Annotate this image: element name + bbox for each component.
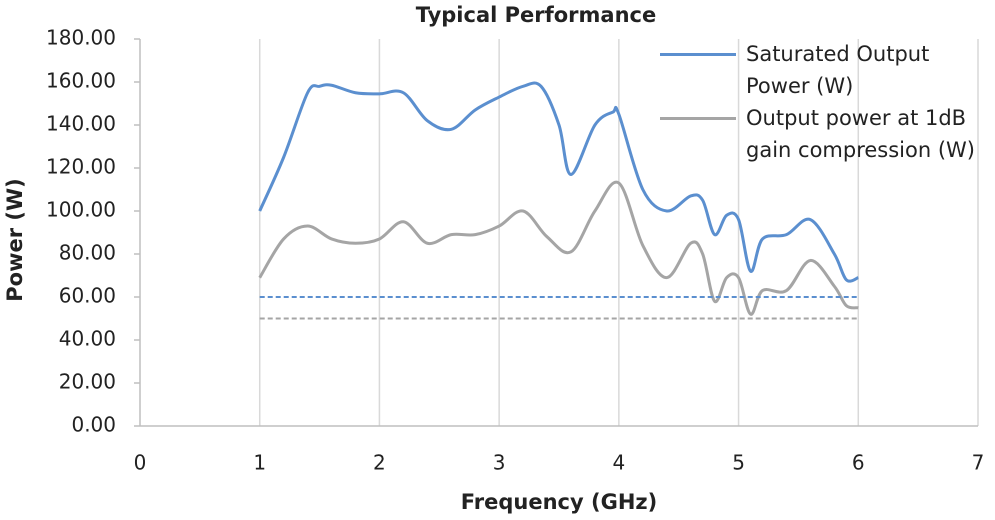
y-tick-label: 60.00 <box>59 284 116 308</box>
y-tick-label: 180.00 <box>46 26 116 50</box>
chart-title: Typical Performance <box>416 3 657 27</box>
y-tick-label: 0.00 <box>71 413 116 437</box>
y-axis-label: Power (W) <box>3 178 27 302</box>
x-tick-label: 0 <box>134 451 147 475</box>
x-tick-label: 7 <box>972 451 985 475</box>
x-axis-label: Frequency (GHz) <box>461 490 657 514</box>
y-tick-label: 20.00 <box>59 370 116 394</box>
x-tick-label: 5 <box>732 451 745 475</box>
x-tick-label: 3 <box>493 451 506 475</box>
y-tick-label: 100.00 <box>46 198 116 222</box>
x-tick-label: 1 <box>253 451 266 475</box>
legend-swatch <box>660 53 736 56</box>
x-tick-label: 6 <box>852 451 865 475</box>
legend-label: Saturated Output Power (W) <box>746 42 930 98</box>
x-tick-label: 2 <box>373 451 386 475</box>
y-tick-label: 140.00 <box>46 112 116 136</box>
legend-item: Saturated Output Power (W) <box>660 38 995 102</box>
y-tick-label: 40.00 <box>59 327 116 351</box>
line-series <box>258 81 859 283</box>
legend: Saturated Output Power (W) Output power a… <box>660 38 995 166</box>
legend-label: Output power at 1dB gain compression (W) <box>746 106 975 162</box>
legend-item: Output power at 1dB gain compression (W) <box>660 102 995 166</box>
legend-swatch <box>660 117 736 120</box>
line-series <box>258 180 859 316</box>
y-tick-label: 160.00 <box>46 69 116 93</box>
y-tick-label: 80.00 <box>59 241 116 265</box>
y-tick-label: 120.00 <box>46 155 116 179</box>
x-tick-label: 4 <box>612 451 625 475</box>
